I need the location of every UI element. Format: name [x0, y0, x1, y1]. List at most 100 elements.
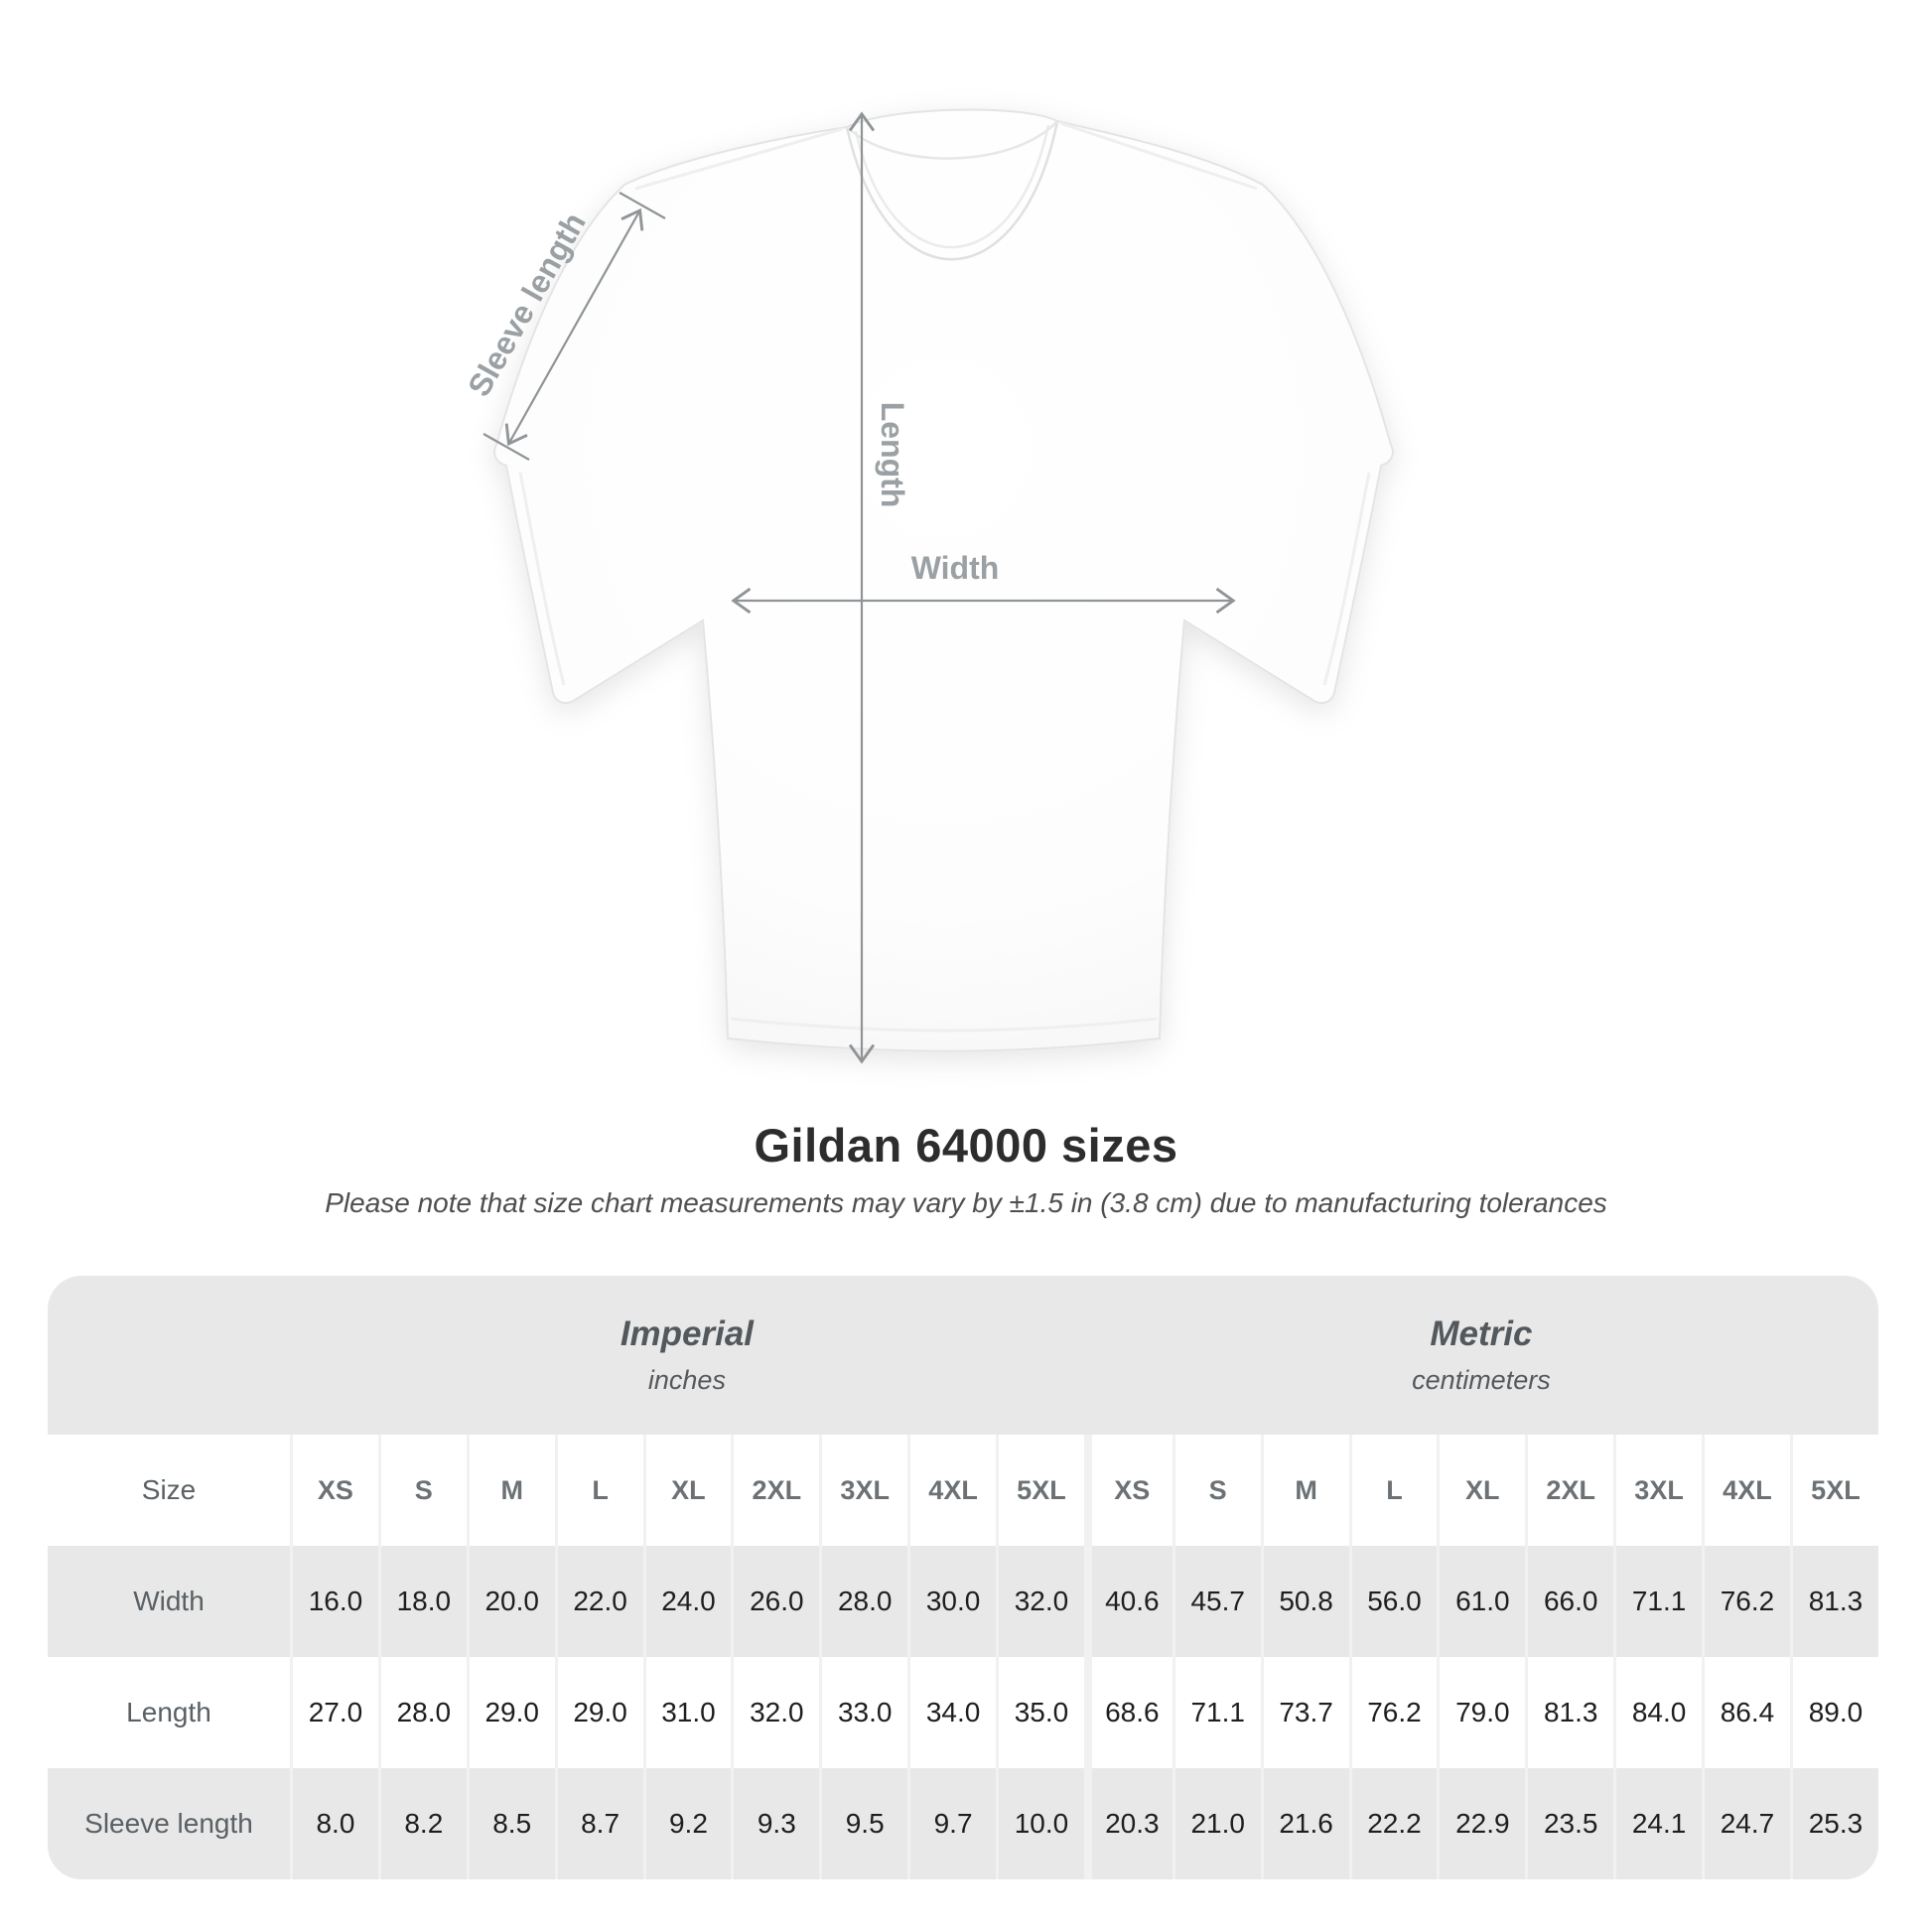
length-metric-l: 76.2	[1348, 1657, 1438, 1768]
size-table: Imperial inches Metric centimeters Size …	[48, 1276, 1878, 1879]
corner-cell	[48, 1276, 290, 1435]
width-row-label: Width	[48, 1546, 290, 1657]
imperial-header: Imperial inches	[290, 1276, 1084, 1435]
length-metric-3xl: 84.0	[1613, 1657, 1702, 1768]
size-header-metric-xl: XL	[1437, 1435, 1526, 1546]
tshirt-measurement-diagram: Length Width Sleeve length	[461, 108, 1394, 1064]
size-header-row: Size XS S M L XL 2XL 3XL 4XL 5XL XS S M L XL 2XL 3XL 4XL…	[48, 1435, 1878, 1546]
width-row: Width 16.0 18.0 20.0 22.0 24.0 26.0 28.0 30.0 32…	[48, 1546, 1878, 1657]
width-imperial-xl: 24.0	[642, 1546, 732, 1657]
size-header-imperial-s: S	[377, 1435, 467, 1546]
size-header-imperial-5xl: 5XL	[996, 1435, 1084, 1546]
length-imperial-3xl: 33.0	[819, 1657, 908, 1768]
size-header-metric-4xl: 4XL	[1702, 1435, 1790, 1546]
metric-title: Metric	[1430, 1314, 1533, 1354]
length-imperial-l: 29.0	[554, 1657, 643, 1768]
length-imperial-4xl: 34.0	[907, 1657, 996, 1768]
sleeve-length-metric-m: 21.6	[1260, 1768, 1349, 1879]
sleeve-length-metric-l: 22.2	[1348, 1768, 1438, 1879]
size-header-metric-3xl: 3XL	[1613, 1435, 1702, 1546]
sleeve-length-metric-4xl: 24.7	[1702, 1768, 1790, 1879]
size-header-metric-xs: XS	[1083, 1435, 1173, 1546]
length-metric-xs: 68.6	[1083, 1657, 1173, 1768]
width-metric-s: 45.7	[1172, 1546, 1261, 1657]
sleeve-length-imperial-5xl: 10.0	[996, 1768, 1084, 1879]
length-imperial-m: 29.0	[466, 1657, 555, 1768]
size-header-imperial-m: M	[466, 1435, 555, 1546]
length-label: Length	[875, 402, 910, 508]
sleeve-length-imperial-4xl: 9.7	[907, 1768, 996, 1879]
size-header-metric-l: L	[1348, 1435, 1438, 1546]
size-header-metric-s: S	[1172, 1435, 1261, 1546]
sleeve-length-metric-xl: 22.9	[1437, 1768, 1526, 1879]
size-header-imperial-xl: XL	[642, 1435, 732, 1546]
size-header-metric-5xl: 5XL	[1789, 1435, 1878, 1546]
width-metric-m: 50.8	[1260, 1546, 1349, 1657]
size-header-metric-2xl: 2XL	[1525, 1435, 1614, 1546]
width-metric-4xl: 76.2	[1702, 1546, 1790, 1657]
width-label: Width	[911, 550, 1000, 586]
width-metric-xl: 61.0	[1437, 1546, 1526, 1657]
sleeve-length-metric-2xl: 23.5	[1525, 1768, 1614, 1879]
width-imperial-3xl: 28.0	[819, 1546, 908, 1657]
length-imperial-xl: 31.0	[642, 1657, 732, 1768]
sleeve-length-imperial-xs: 8.0	[290, 1768, 378, 1879]
width-metric-xs: 40.6	[1083, 1546, 1173, 1657]
sleeve-length-metric-s: 21.0	[1172, 1768, 1261, 1879]
unit-header-row: Imperial inches Metric centimeters	[48, 1276, 1878, 1435]
length-row-label: Length	[48, 1657, 290, 1768]
sleeve-length-imperial-l: 8.7	[554, 1768, 643, 1879]
sleeve-length-imperial-2xl: 9.3	[731, 1768, 820, 1879]
size-header-imperial-xs: XS	[290, 1435, 378, 1546]
width-imperial-5xl: 32.0	[996, 1546, 1084, 1657]
tshirt-photo	[493, 108, 1394, 1052]
width-imperial-l: 22.0	[554, 1546, 643, 1657]
sleeve-length-imperial-xl: 9.2	[642, 1768, 732, 1879]
length-metric-2xl: 81.3	[1525, 1657, 1614, 1768]
sleeve-length-metric-xs: 20.3	[1083, 1768, 1173, 1879]
page-subtitle: Please note that size chart measurements…	[325, 1187, 1607, 1218]
length-metric-s: 71.1	[1172, 1657, 1261, 1768]
metric-unit: centimeters	[1412, 1364, 1551, 1395]
length-imperial-xs: 27.0	[290, 1657, 378, 1768]
length-imperial-5xl: 35.0	[996, 1657, 1084, 1768]
size-header-imperial-4xl: 4XL	[907, 1435, 996, 1546]
length-imperial-2xl: 32.0	[731, 1657, 820, 1768]
size-table-container: Imperial inches Metric centimeters Size …	[48, 1276, 1878, 1879]
page-title: Gildan 64000 sizes	[754, 1119, 1178, 1172]
length-row: Length 27.0 28.0 29.0 29.0 31.0 32.0 33.0 34.0 3…	[48, 1657, 1878, 1768]
sleeve-arrow	[504, 207, 644, 447]
width-metric-2xl: 66.0	[1525, 1546, 1614, 1657]
sleeve-tick-top	[619, 192, 666, 219]
imperial-unit: inches	[647, 1364, 726, 1395]
sleeve-length-row: Sleeve length 8.0 8.2 8.5 8.7 9.2 9.3 9.5 9.7 10…	[48, 1768, 1878, 1879]
length-metric-m: 73.7	[1260, 1657, 1349, 1768]
metric-header: Metric centimeters	[1083, 1276, 1878, 1435]
size-header-metric-m: M	[1260, 1435, 1349, 1546]
seams	[518, 121, 1371, 1033]
sleeve-tick-bottom	[483, 433, 530, 461]
sleeve-length-metric-5xl: 25.3	[1789, 1768, 1878, 1879]
width-imperial-s: 18.0	[377, 1546, 467, 1657]
sleeve-length-metric-3xl: 24.1	[1613, 1768, 1702, 1879]
width-dimension: Width	[731, 550, 1236, 615]
width-imperial-4xl: 30.0	[907, 1546, 996, 1657]
width-imperial-xs: 16.0	[290, 1546, 378, 1657]
tshirt-diagram-svg: Length Width Sleeve length	[461, 108, 1394, 1064]
sleeve-length-imperial-s: 8.2	[377, 1768, 467, 1879]
length-metric-xl: 79.0	[1437, 1657, 1526, 1768]
imperial-title: Imperial	[620, 1314, 755, 1354]
size-column-label: Size	[48, 1435, 290, 1546]
sleeve-length-row-label: Sleeve length	[48, 1768, 290, 1879]
size-header-imperial-3xl: 3XL	[819, 1435, 908, 1546]
sleeve-length-imperial-m: 8.5	[466, 1768, 555, 1879]
size-header-imperial-2xl: 2XL	[731, 1435, 820, 1546]
width-metric-l: 56.0	[1348, 1546, 1438, 1657]
size-header-imperial-l: L	[554, 1435, 643, 1546]
length-metric-4xl: 86.4	[1702, 1657, 1790, 1768]
width-metric-3xl: 71.1	[1613, 1546, 1702, 1657]
sleeve-length-imperial-3xl: 9.5	[819, 1768, 908, 1879]
length-metric-5xl: 89.0	[1789, 1657, 1878, 1768]
width-imperial-2xl: 26.0	[731, 1546, 820, 1657]
